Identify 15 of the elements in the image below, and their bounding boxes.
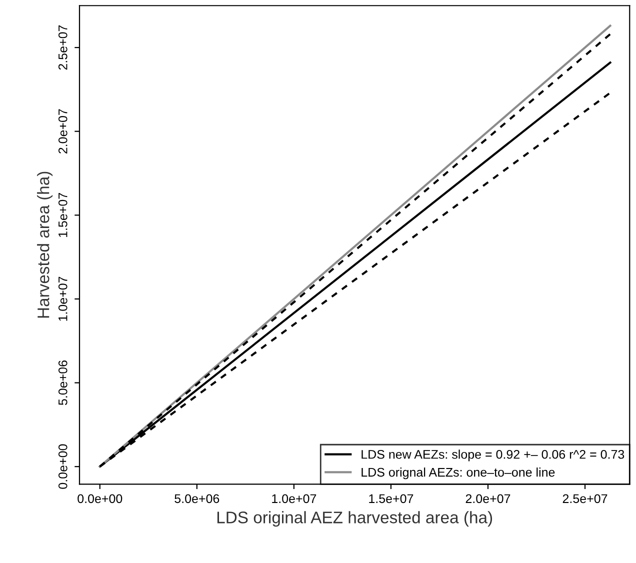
y-tick-label: 2.0e+07	[58, 109, 68, 154]
y-tick-label: 1.0e+07	[58, 276, 68, 321]
x-tick-label: 2.5e+07	[562, 494, 608, 504]
x-tick-label: 5.0e+06	[174, 494, 220, 504]
legend-label: LDS orignal AEZs: one–to–one line	[362, 468, 555, 480]
y-tick-label: 2.5e+07	[58, 25, 68, 70]
x-tick-label: 1.0e+07	[272, 494, 316, 504]
y-tick-label: 5.0e+06	[58, 360, 68, 406]
y-tick-label: 1.5e+07	[58, 193, 68, 237]
legend-label: LDS new AEZs: slope = 0.92 +– 0.06 r^2 = 0.73	[362, 450, 624, 462]
x-tick-label: 2.0e+07	[466, 494, 510, 504]
x-axis-title: LDS original AEZ harvested area (ha)	[217, 511, 492, 527]
x-tick-label: 1.5e+07	[369, 494, 414, 504]
x-tick-label: 0.0e+00	[78, 494, 122, 504]
y-axis-title: Harvested area (ha)	[37, 172, 53, 318]
